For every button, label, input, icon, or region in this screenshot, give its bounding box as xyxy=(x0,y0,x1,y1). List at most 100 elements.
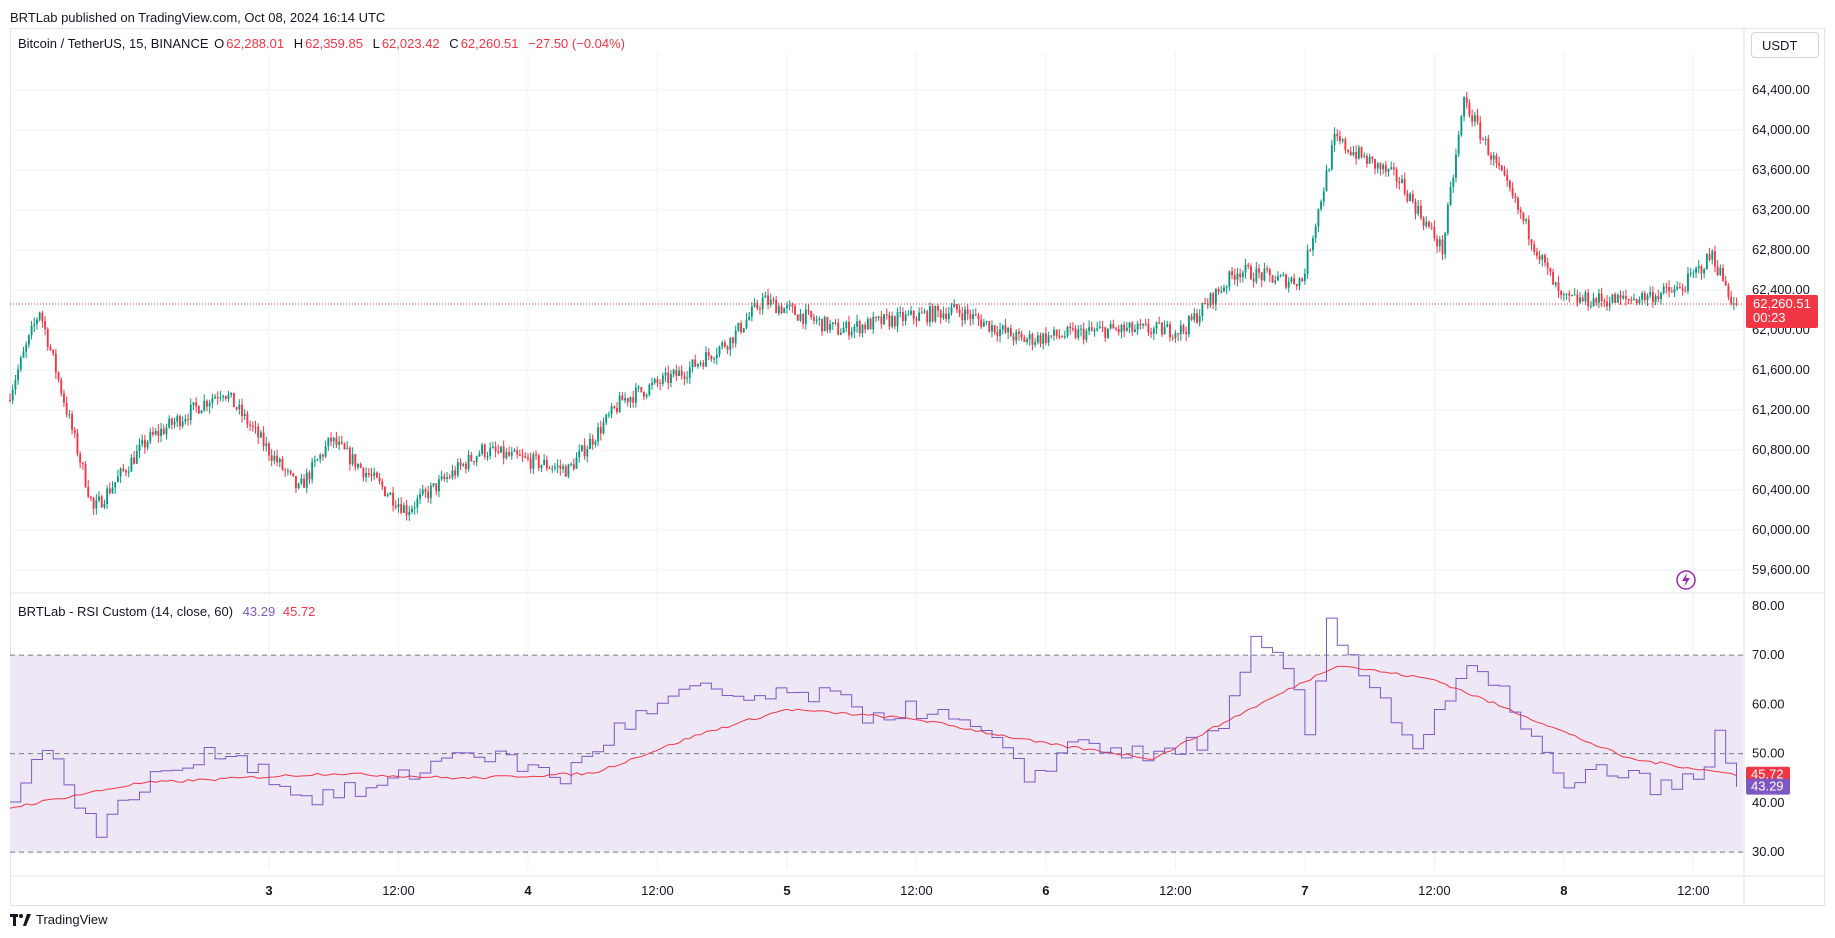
candle-body xyxy=(84,463,87,487)
candle-body xyxy=(567,464,570,477)
candle-body xyxy=(1274,280,1277,283)
candle-body xyxy=(1533,244,1536,252)
rsi-indicator-name[interactable]: BRTLab - RSI Custom (14, close, 60) xyxy=(18,604,234,619)
candle-body xyxy=(1271,275,1274,283)
candle-body xyxy=(1619,294,1622,299)
candle-body xyxy=(586,449,589,457)
candle-body xyxy=(303,478,305,488)
symbol-title[interactable]: Bitcoin / TetherUS, 15, BINANCE xyxy=(18,36,209,51)
candle-body xyxy=(947,313,950,320)
candle-body xyxy=(553,466,556,469)
x-tick-label: 8 xyxy=(1560,883,1567,898)
candle-body xyxy=(896,312,899,327)
candle-body xyxy=(187,419,189,421)
candle-body xyxy=(1517,198,1519,210)
change-value: −27.50 (−0.04%) xyxy=(528,36,626,51)
candle-body xyxy=(405,505,408,516)
high-label: H xyxy=(293,36,304,51)
candle-body xyxy=(68,414,71,416)
candle-body xyxy=(923,311,926,313)
candle-body xyxy=(1015,331,1018,341)
candle-body xyxy=(1463,97,1466,117)
candle-body xyxy=(22,351,25,358)
candle-body xyxy=(448,477,451,479)
candle-body xyxy=(1697,266,1700,269)
y-tick-label: 64,400.00 xyxy=(1752,82,1810,97)
candle-body xyxy=(416,498,419,508)
candle-body xyxy=(473,461,475,463)
candle-body xyxy=(1344,139,1347,150)
candle-body xyxy=(508,452,511,456)
currency-button[interactable]: USDT xyxy=(1751,32,1819,58)
candle-body xyxy=(1322,191,1325,202)
candle-body xyxy=(1395,169,1398,182)
candle-body xyxy=(1155,322,1158,329)
lightning-icon[interactable] xyxy=(1676,570,1696,590)
candle-body xyxy=(295,476,297,489)
candle-body xyxy=(205,400,208,407)
candle-body xyxy=(1301,278,1304,282)
candle-body xyxy=(1252,279,1255,282)
candle-body xyxy=(394,505,397,508)
candle-body xyxy=(645,394,648,397)
candle-body xyxy=(788,304,791,306)
rsi-line xyxy=(10,617,1737,838)
candle-body xyxy=(1017,331,1020,334)
candle-body xyxy=(1457,135,1460,155)
candle-body xyxy=(135,450,138,464)
candle-body xyxy=(928,306,931,323)
candle-body xyxy=(1527,219,1530,240)
candle-body xyxy=(486,456,489,458)
candle-body xyxy=(634,387,637,403)
candle-body xyxy=(378,477,381,482)
candle-body xyxy=(1255,268,1258,282)
candle-body xyxy=(1131,322,1134,332)
candle-body xyxy=(1363,155,1366,157)
candle-body xyxy=(446,477,448,480)
candle-body xyxy=(821,318,823,332)
candle-body xyxy=(764,295,767,298)
candle-body xyxy=(1107,328,1109,339)
candle-body xyxy=(1268,269,1271,276)
candle-body xyxy=(985,321,988,323)
candle-body xyxy=(216,397,219,399)
candle-body xyxy=(950,307,953,314)
candle-body xyxy=(1088,327,1091,331)
candle-body xyxy=(1071,328,1074,330)
candle-body xyxy=(845,321,848,328)
candle-body xyxy=(699,362,702,364)
candle-body xyxy=(1646,295,1649,301)
candle-body xyxy=(613,406,616,408)
candle-body xyxy=(87,486,90,497)
candle-body xyxy=(904,314,907,322)
candle-body xyxy=(184,419,187,422)
candle-body xyxy=(1309,249,1312,251)
candle-body xyxy=(429,485,432,499)
candle-body xyxy=(858,321,861,334)
candle-body xyxy=(354,454,357,468)
candle-body xyxy=(1511,188,1514,197)
candle-body xyxy=(165,427,168,435)
candle-body xyxy=(1209,293,1212,306)
candle-body xyxy=(278,459,281,463)
candle-body xyxy=(224,396,227,399)
candle-body xyxy=(643,391,645,397)
candle-body xyxy=(292,473,295,477)
candle-body xyxy=(152,432,154,435)
candle-body xyxy=(362,467,365,478)
candle-body xyxy=(624,398,627,401)
candle-body xyxy=(616,407,618,413)
candle-body xyxy=(200,410,203,414)
candle-body xyxy=(1263,268,1266,281)
candle-body xyxy=(249,424,252,426)
candle-body xyxy=(348,447,351,465)
candle-body xyxy=(1695,268,1698,273)
candle-body xyxy=(1546,262,1549,268)
y-tick-label: 63,200.00 xyxy=(1752,202,1810,217)
candle-body xyxy=(44,321,47,330)
candle-body xyxy=(1150,332,1153,334)
x-tick-label: 12:00 xyxy=(382,883,415,898)
candle-body xyxy=(648,385,651,395)
candle-body xyxy=(1193,313,1196,320)
